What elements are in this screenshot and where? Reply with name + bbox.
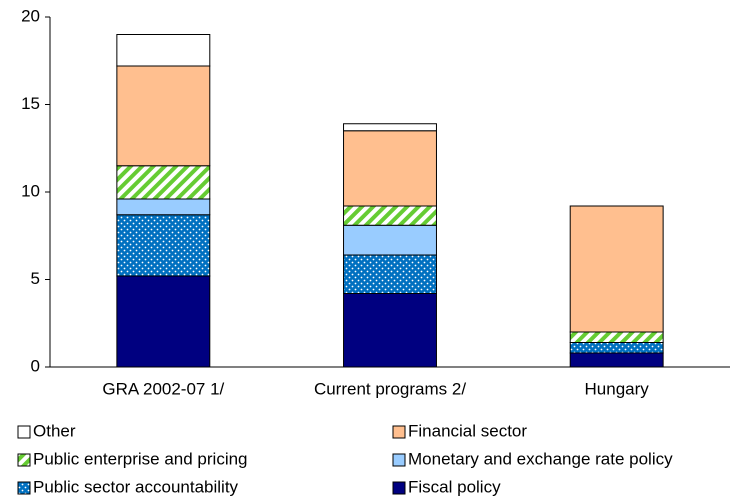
bar-segment xyxy=(116,275,211,368)
legend-swatch xyxy=(392,453,406,467)
y-tick-label: 0 xyxy=(31,356,40,375)
bar-segment xyxy=(343,205,437,226)
bar-segment xyxy=(343,123,437,132)
bar-segment xyxy=(116,165,211,200)
legend-swatch xyxy=(392,481,406,495)
legend-label: Financial sector xyxy=(408,421,527,440)
y-tick-label: 10 xyxy=(21,181,40,200)
legend-swatch xyxy=(17,453,31,467)
bar-segment xyxy=(116,65,211,167)
legend-label: Fiscal policy xyxy=(408,477,501,496)
bar-segment xyxy=(343,293,437,368)
y-tick-label: 5 xyxy=(31,269,40,288)
legend-swatch xyxy=(17,481,31,495)
legend-label: Public enterprise and pricing xyxy=(33,449,248,468)
bar-segment xyxy=(116,214,211,277)
x-tick-label: Hungary xyxy=(585,379,650,398)
bar-segment xyxy=(569,352,664,368)
bar-segment xyxy=(343,254,437,294)
legend-label: Public sector accountability xyxy=(33,477,239,496)
legend-label: Other xyxy=(33,421,76,440)
bar-segment xyxy=(569,205,664,333)
bar-segment xyxy=(569,331,664,343)
y-tick-label: 15 xyxy=(21,94,40,113)
bar-segment xyxy=(343,224,437,256)
x-tick-label: GRA 2002-07 1/ xyxy=(102,379,224,398)
bar-segment xyxy=(116,198,211,216)
bar-segment xyxy=(116,34,211,67)
legend-swatch xyxy=(17,425,31,439)
x-tick-label: Current programs 2/ xyxy=(314,379,466,398)
legend-label: Monetary and exchange rate policy xyxy=(408,449,673,468)
legend-swatch xyxy=(392,425,406,439)
bar-segment xyxy=(569,342,664,354)
y-tick-label: 20 xyxy=(21,6,40,25)
bar-segment xyxy=(343,130,437,207)
